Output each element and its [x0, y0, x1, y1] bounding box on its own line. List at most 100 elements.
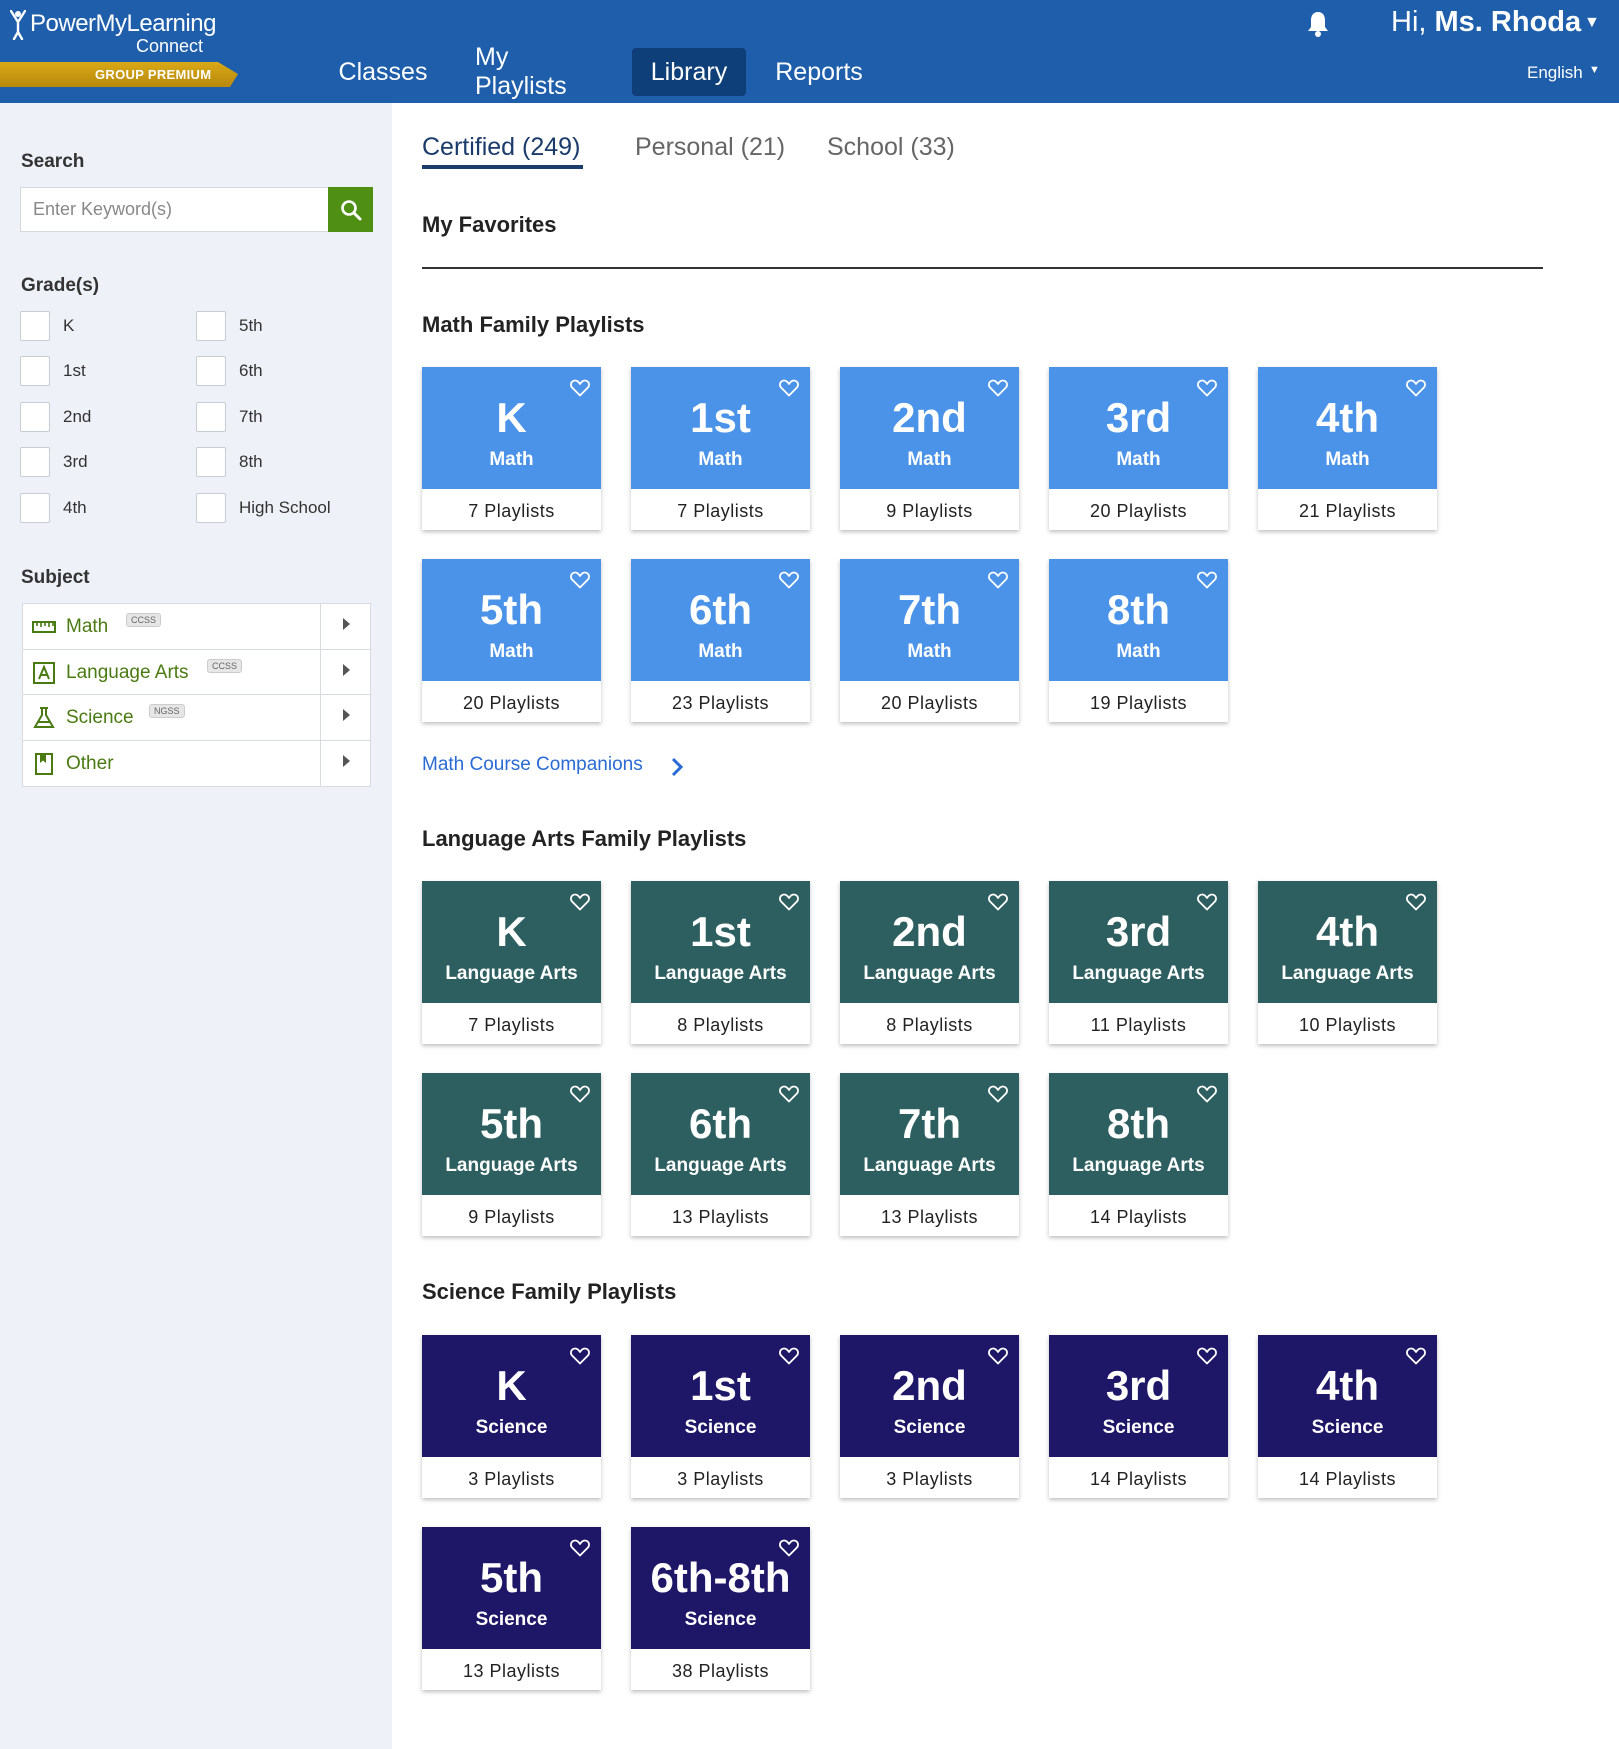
- playlist-card[interactable]: 2nd Math 9 Playlists: [840, 367, 1019, 530]
- favorite-heart-icon[interactable]: [570, 893, 590, 911]
- grade-checkbox[interactable]: [196, 402, 226, 432]
- search-button[interactable]: [328, 187, 373, 232]
- playlist-card[interactable]: 4th Math 21 Playlists: [1258, 367, 1437, 530]
- grade-filter-7th[interactable]: 7th: [196, 402, 263, 432]
- playlist-card[interactable]: 1st Math 7 Playlists: [631, 367, 810, 530]
- language-selector[interactable]: English: [1527, 63, 1583, 82]
- subject-item-math[interactable]: Math CCSS: [23, 604, 370, 650]
- favorite-heart-icon[interactable]: [1197, 1347, 1217, 1365]
- grade-filter-5th[interactable]: 5th: [196, 311, 263, 341]
- nav-my-playlists[interactable]: My Playlists: [475, 43, 567, 100]
- playlist-card[interactable]: 1st Language Arts 8 Playlists: [631, 881, 810, 1044]
- playlist-card[interactable]: 1st Science 3 Playlists: [631, 1335, 810, 1498]
- favorite-heart-icon[interactable]: [1406, 893, 1426, 911]
- tab-personal[interactable]: Personal (21): [635, 133, 786, 161]
- playlist-card[interactable]: K Science 3 Playlists: [422, 1335, 601, 1498]
- grade-filter-3rd[interactable]: 3rd: [20, 447, 88, 477]
- favorite-heart-icon[interactable]: [988, 379, 1008, 397]
- language-caret-icon[interactable]: ▼: [1589, 64, 1600, 76]
- playlist-card[interactable]: K Language Arts 7 Playlists: [422, 881, 601, 1044]
- expand-arrow-icon[interactable]: [343, 618, 350, 630]
- user-menu-caret-icon[interactable]: ▼: [1584, 14, 1600, 31]
- search-label: Search: [21, 151, 85, 172]
- favorite-heart-icon[interactable]: [779, 571, 799, 589]
- playlist-card[interactable]: 6th Math 23 Playlists: [631, 559, 810, 722]
- favorite-heart-icon[interactable]: [1197, 379, 1217, 397]
- grade-checkbox[interactable]: [20, 402, 50, 432]
- playlist-card[interactable]: 4th Language Arts 10 Playlists: [1258, 881, 1437, 1044]
- grade-checkbox[interactable]: [196, 356, 226, 386]
- favorite-heart-icon[interactable]: [1197, 893, 1217, 911]
- grade-checkbox[interactable]: [20, 493, 50, 523]
- user-greeting[interactable]: Hi, Ms. Rhoda: [1391, 6, 1581, 39]
- favorite-heart-icon[interactable]: [779, 1539, 799, 1557]
- logo[interactable]: PowerMyLearning Connect GROUP PREMIUM: [0, 8, 238, 88]
- grade-filter-8th[interactable]: 8th: [196, 447, 263, 477]
- expand-arrow-icon[interactable]: [343, 709, 350, 721]
- playlist-card[interactable]: 6th Language Arts 13 Playlists: [631, 1073, 810, 1236]
- grade-checkbox[interactable]: [196, 447, 226, 477]
- subject-item-science[interactable]: Science NGSS: [23, 695, 370, 741]
- grade-checkbox[interactable]: [20, 447, 50, 477]
- favorite-heart-icon[interactable]: [779, 893, 799, 911]
- search-input[interactable]: [21, 188, 327, 231]
- favorite-heart-icon[interactable]: [1197, 571, 1217, 589]
- chevron-right-icon[interactable]: [670, 757, 684, 777]
- playlist-card[interactable]: 2nd Language Arts 8 Playlists: [840, 881, 1019, 1044]
- playlist-card[interactable]: 7th Language Arts 13 Playlists: [840, 1073, 1019, 1236]
- nav-library[interactable]: Library: [632, 48, 746, 96]
- grade-filter-high-school[interactable]: High School: [196, 493, 331, 523]
- playlist-card[interactable]: 8th Language Arts 14 Playlists: [1049, 1073, 1228, 1236]
- playlist-card[interactable]: 5th Math 20 Playlists: [422, 559, 601, 722]
- favorite-heart-icon[interactable]: [570, 379, 590, 397]
- grade-checkbox[interactable]: [20, 311, 50, 341]
- favorite-heart-icon[interactable]: [1197, 1085, 1217, 1103]
- subject-item-language-arts[interactable]: Language Arts CCSS: [23, 649, 370, 695]
- playlist-card[interactable]: 3rd Science 14 Playlists: [1049, 1335, 1228, 1498]
- playlist-card[interactable]: 5th Science 13 Playlists: [422, 1527, 601, 1690]
- expand-arrow-icon[interactable]: [343, 754, 350, 767]
- playlist-card[interactable]: 3rd Language Arts 11 Playlists: [1049, 881, 1228, 1044]
- playlist-card[interactable]: 5th Language Arts 9 Playlists: [422, 1073, 601, 1236]
- grade-checkbox[interactable]: [196, 493, 226, 523]
- card-header: 4th Math: [1258, 367, 1437, 489]
- playlist-card[interactable]: 7th Math 20 Playlists: [840, 559, 1019, 722]
- tab-school[interactable]: School (33): [827, 133, 955, 161]
- favorite-heart-icon[interactable]: [570, 1539, 590, 1557]
- playlist-card[interactable]: 6th-8th Science 38 Playlists: [631, 1527, 810, 1690]
- nav-reports[interactable]: Reports: [775, 57, 863, 86]
- grade-checkbox[interactable]: [20, 356, 50, 386]
- card-grade: K: [496, 908, 527, 955]
- favorite-heart-icon[interactable]: [570, 1347, 590, 1365]
- favorite-heart-icon[interactable]: [570, 571, 590, 589]
- expand-arrow-icon[interactable]: [343, 663, 350, 676]
- tab-certified[interactable]: Certified (249): [422, 133, 581, 161]
- playlist-card[interactable]: 8th Math 19 Playlists: [1049, 559, 1228, 722]
- playlist-card[interactable]: 2nd Science 3 Playlists: [840, 1335, 1019, 1498]
- favorite-heart-icon[interactable]: [1406, 1347, 1426, 1365]
- math-course-companions-link[interactable]: Math Course Companions: [422, 754, 643, 775]
- playlist-card[interactable]: K Math 7 Playlists: [422, 367, 601, 530]
- favorite-heart-icon[interactable]: [988, 1085, 1008, 1103]
- grade-filter-1st[interactable]: 1st: [20, 356, 86, 386]
- favorite-heart-icon[interactable]: [988, 893, 1008, 911]
- grade-checkbox[interactable]: [196, 311, 226, 341]
- favorite-heart-icon[interactable]: [779, 1347, 799, 1365]
- grade-filter-6th[interactable]: 6th: [196, 356, 263, 386]
- user-name: Ms. Rhoda: [1434, 6, 1582, 38]
- notification-bell-icon[interactable]: [1305, 10, 1331, 38]
- favorite-heart-icon[interactable]: [570, 1085, 590, 1103]
- card-subject: Language Arts: [863, 1155, 996, 1176]
- favorite-heart-icon[interactable]: [779, 379, 799, 397]
- nav-classes[interactable]: Classes: [338, 57, 428, 86]
- playlist-card[interactable]: 3rd Math 20 Playlists: [1049, 367, 1228, 530]
- favorite-heart-icon[interactable]: [1406, 379, 1426, 397]
- subject-item-other[interactable]: Other: [23, 740, 370, 786]
- playlist-card[interactable]: 4th Science 14 Playlists: [1258, 1335, 1437, 1498]
- favorite-heart-icon[interactable]: [988, 571, 1008, 589]
- grade-filter-4th[interactable]: 4th: [20, 493, 87, 523]
- favorite-heart-icon[interactable]: [988, 1347, 1008, 1365]
- grade-filter-2nd[interactable]: 2nd: [20, 402, 91, 432]
- favorite-heart-icon[interactable]: [779, 1085, 799, 1103]
- grade-filter-k[interactable]: K: [20, 311, 74, 341]
